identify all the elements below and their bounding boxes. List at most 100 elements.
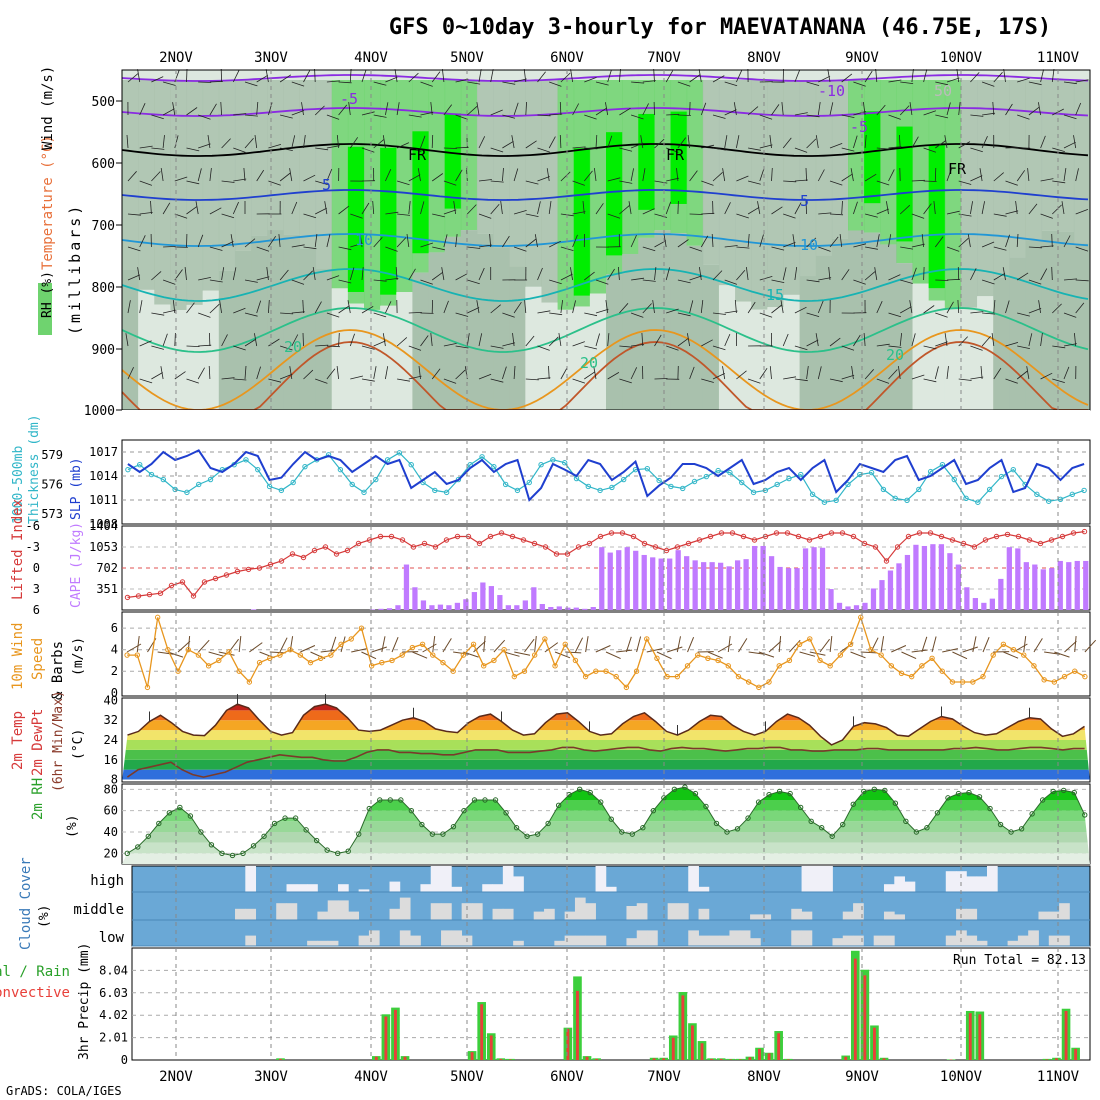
upper-wind-barb (619, 378, 632, 384)
rh-line-point (377, 797, 383, 803)
upper-wind-barb (794, 345, 808, 351)
thickness-line-point (691, 478, 698, 485)
cloud-bar-low (1059, 935, 1070, 946)
contour-label: 5 (322, 176, 331, 194)
wind10-barb (921, 636, 928, 653)
upper-wind-barb (537, 377, 551, 380)
wind10-barb (595, 645, 611, 653)
rh-column (977, 80, 994, 297)
upper-wind-barb (595, 279, 609, 285)
cloud-level-high: high (90, 873, 124, 889)
upper-wind-barb (513, 365, 516, 380)
cape-bar (454, 602, 461, 610)
upper-wind-barb (256, 74, 269, 83)
upper-wind-barb (244, 81, 258, 87)
wind-speed-line-point (735, 673, 742, 680)
rh-column (944, 80, 962, 310)
upper-wind-barb (993, 172, 1004, 182)
cloud-bar-low (791, 930, 802, 946)
wind10-barb (534, 636, 537, 653)
lifted-index-line-point (399, 537, 406, 543)
cloud-bar-middle (245, 908, 257, 920)
upper-wind-barb (911, 179, 925, 182)
contour-label: 5 (800, 192, 809, 210)
cloud-bar-high (822, 866, 833, 892)
wind10-barb (768, 640, 782, 653)
upper-wind-barb (302, 332, 304, 347)
cape-bar (853, 605, 860, 610)
temperature-contour (121, 74, 1089, 82)
upper-wind-barb (1002, 267, 1006, 281)
upper-wind-barb (513, 210, 527, 215)
wind-speed-line-point (134, 652, 140, 658)
upper-wind-barb (408, 375, 422, 380)
wind-speed-line-point (847, 641, 854, 648)
wind-speed-line-point (165, 646, 171, 653)
upper-wind-barb (221, 213, 235, 219)
upper-wind-barb (490, 69, 494, 83)
dewpoint-line (126, 746, 1085, 778)
upper-wind-barb (794, 112, 808, 116)
upper-wind-barb (291, 201, 298, 215)
wind-speed-line-point (256, 659, 263, 666)
rh-line-point (966, 789, 972, 796)
upper-wind-barb (923, 180, 937, 182)
upper-wind-barb (595, 107, 608, 116)
upper-wind-barb (265, 69, 269, 83)
lifted-index-line-point (982, 537, 989, 543)
cape-bar (556, 606, 562, 610)
upper-wind-barb (677, 200, 679, 215)
upper-wind-barb (443, 180, 457, 186)
upper-wind-barb (911, 69, 914, 83)
upper-wind-barb (467, 279, 480, 285)
thickness-line-point (302, 463, 308, 470)
upper-wind-barb (197, 234, 204, 248)
upper-wind-barb (934, 366, 939, 380)
convective-bar (1064, 1010, 1068, 1060)
lifted-index-line-point (751, 537, 758, 543)
wind10-barb (249, 642, 263, 653)
upper-wind-barb (946, 102, 951, 116)
rh-line-point (503, 810, 509, 816)
cape-bar (582, 608, 588, 610)
upper-wind-barb (326, 275, 340, 281)
upper-wind-barb (443, 300, 449, 314)
upper-wind-barb (769, 135, 772, 149)
cape-bar (930, 544, 936, 610)
wind-speed-line-point (511, 673, 517, 680)
upper-air-rh-field (122, 80, 1091, 410)
upper-wind-barb (677, 279, 691, 284)
rh-lower (638, 237, 655, 410)
cape-bar (768, 556, 775, 610)
wind-tick-label: 4 (111, 643, 118, 657)
upper-wind-barb (642, 246, 656, 252)
upper-wind-barb (478, 179, 492, 182)
cape-bar (471, 592, 478, 610)
wind-speed-line-point (154, 614, 161, 621)
cloud-bar-high (945, 871, 957, 892)
rh-column (1057, 80, 1075, 232)
precip-tick-label: 8.04 (99, 963, 128, 977)
lifted-index-line-point (674, 544, 681, 550)
lifted-index-line-point (498, 530, 505, 536)
upper-wind-barb (442, 69, 445, 83)
upper-wind-barb (512, 333, 515, 347)
wind10-barb (676, 636, 681, 653)
rh-line-point (1008, 829, 1014, 835)
wind-speed-line-point (582, 673, 589, 680)
upper-wind-barb (981, 279, 995, 285)
upper-wind-barb (348, 102, 351, 116)
upper-wind-barb (397, 213, 411, 216)
cloud-bar-low (801, 930, 813, 946)
thickness-line-point (1034, 491, 1040, 498)
cloud-bar-middle (544, 908, 555, 920)
wind10-barb (1044, 651, 1061, 655)
upper-wind-barb (805, 167, 807, 182)
rh-color-band (122, 853, 1090, 864)
upper-wind-barb (548, 336, 559, 347)
upper-wind-barb (209, 103, 217, 116)
upper-wind-barb (607, 177, 621, 182)
wind-speed-line (127, 615, 1086, 689)
wind10-barb (473, 640, 486, 653)
upper-wind-barb (993, 213, 1007, 217)
